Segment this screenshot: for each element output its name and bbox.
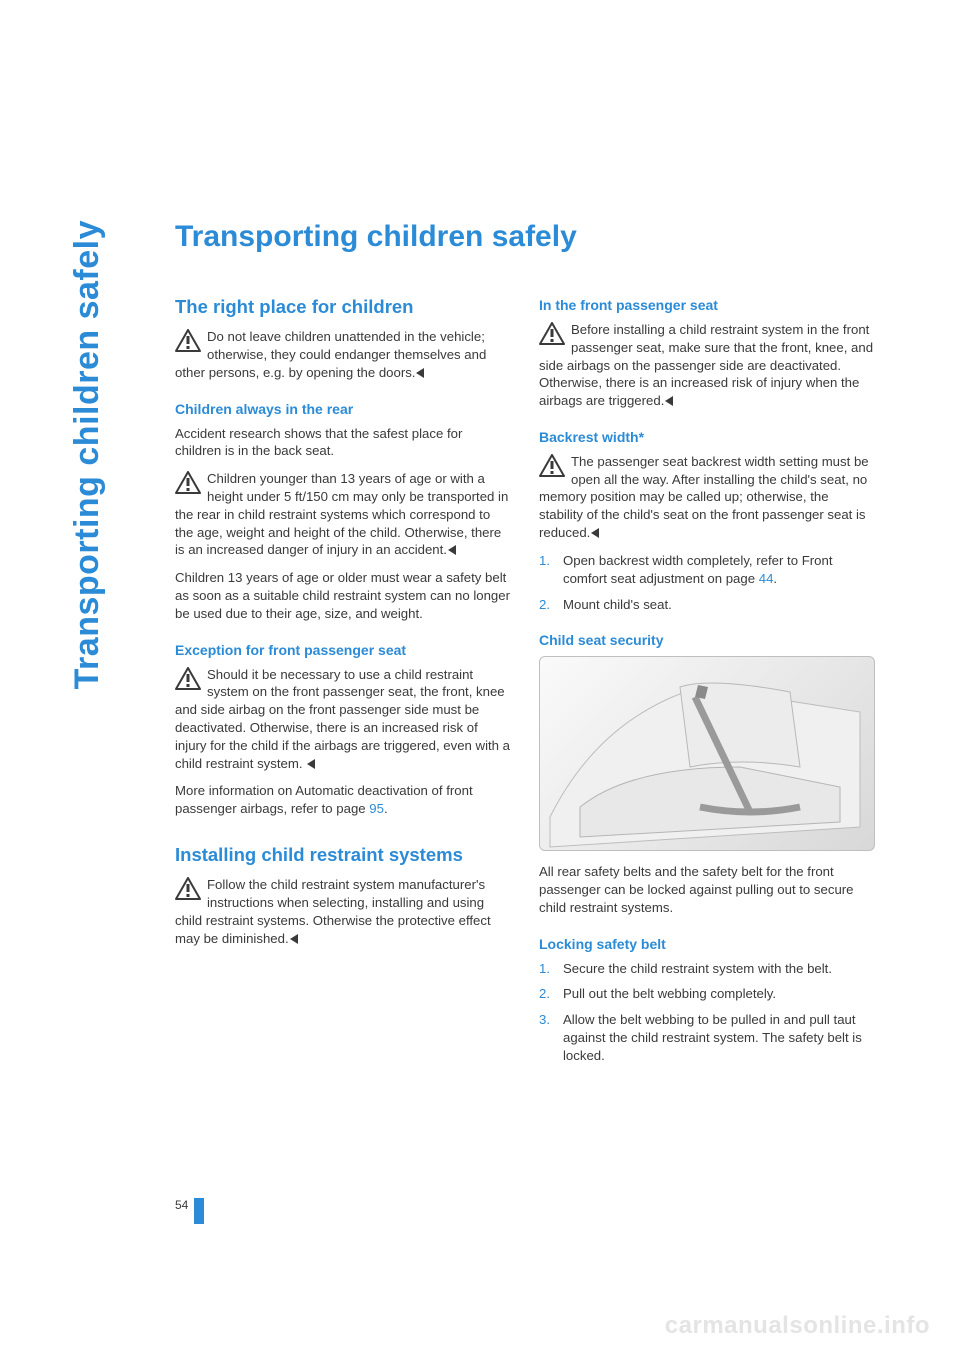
page-title: Transporting children safely xyxy=(175,220,875,254)
warning-under-13: Children younger than 13 years of age or… xyxy=(175,470,511,559)
paragraph-all-rear-belts: All rear safety belts and the safety bel… xyxy=(539,863,875,916)
warning-icon xyxy=(175,471,201,494)
warning-icon xyxy=(539,322,565,345)
paragraph-research: Accident research shows that the safest … xyxy=(175,425,511,461)
list-item: 1. Open backrest width completely, refer… xyxy=(539,552,875,588)
list-item: 3. Allow the belt webbing to be pulled i… xyxy=(539,1011,875,1064)
list-backrest-steps: 1. Open backrest width completely, refer… xyxy=(539,552,875,613)
heading-children-rear: Children always in the rear xyxy=(175,400,511,419)
page-number-block: 54 xyxy=(175,1198,204,1224)
right-column: In the front passenger seat Before insta… xyxy=(539,292,875,1075)
warning-text: Follow the child restraint system manufa… xyxy=(175,877,491,945)
list-text: Mount child's seat. xyxy=(563,596,875,614)
watermark: carmanualsonline.info xyxy=(665,1312,930,1340)
heading-locking-belt: Locking safety belt xyxy=(539,935,875,954)
warning-unattended: Do not leave children unattended in the … xyxy=(175,328,511,381)
warning-front-passenger: Before installing a child restraint syst… xyxy=(539,321,875,410)
warning-text: The passenger seat backrest width settin… xyxy=(539,454,869,540)
list-text: Pull out the belt webbing completely. xyxy=(563,985,875,1003)
two-column-layout: The right place for children Do not leav… xyxy=(175,292,875,1075)
list-locking-steps: 1. Secure the child restraint system wit… xyxy=(539,960,875,1065)
warning-text: Should it be necessary to use a child re… xyxy=(175,667,510,771)
warning-icon xyxy=(175,667,201,690)
end-mark-icon xyxy=(290,934,298,944)
list-item: 1. Secure the child restraint system wit… xyxy=(539,960,875,978)
text-fragment: More information on Automatic deactivati… xyxy=(175,783,473,816)
text-fragment: . xyxy=(384,801,388,816)
warning-text: Children younger than 13 years of age or… xyxy=(175,471,508,557)
end-mark-icon xyxy=(307,759,315,769)
figure-seat-belt xyxy=(539,656,875,851)
list-number: 2. xyxy=(539,985,563,1003)
warning-text: Before installing a child restraint syst… xyxy=(539,322,873,408)
warning-follow-instructions: Follow the child restraint system manufa… xyxy=(175,876,511,947)
left-column: The right place for children Do not leav… xyxy=(175,292,511,1075)
page-content: Transporting children safely The right p… xyxy=(175,220,875,1075)
end-mark-icon xyxy=(665,396,673,406)
list-text: Allow the belt webbing to be pulled in a… xyxy=(563,1011,875,1064)
warning-exception: Should it be necessary to use a child re… xyxy=(175,666,511,773)
list-text: Secure the child restraint system with t… xyxy=(563,960,875,978)
list-number: 1. xyxy=(539,552,563,588)
page-tab-marker xyxy=(194,1198,204,1224)
list-number: 3. xyxy=(539,1011,563,1064)
end-mark-icon xyxy=(416,368,424,378)
side-section-label: Transporting children safely xyxy=(68,220,107,689)
heading-backrest-width: Backrest width* xyxy=(539,428,875,447)
warning-text: Do not leave children unattended in the … xyxy=(175,329,486,380)
paragraph-children-13: Children 13 years of age or older must w… xyxy=(175,569,511,622)
text-fragment: . xyxy=(773,571,777,586)
warning-icon xyxy=(175,329,201,352)
page-ref-95[interactable]: 95 xyxy=(369,801,384,816)
heading-installing: Installing child restraint systems xyxy=(175,844,511,866)
page-number: 54 xyxy=(175,1198,188,1212)
list-number: 2. xyxy=(539,596,563,614)
heading-right-place: The right place for children xyxy=(175,296,511,318)
heading-exception: Exception for front passenger seat xyxy=(175,641,511,660)
warning-icon xyxy=(175,877,201,900)
list-text: Open backrest width completely, refer to… xyxy=(563,552,875,588)
heading-front-passenger: In the front passenger seat xyxy=(539,296,875,315)
heading-child-seat-security: Child seat security xyxy=(539,631,875,650)
end-mark-icon xyxy=(591,528,599,538)
warning-backrest: The passenger seat backrest width settin… xyxy=(539,453,875,542)
warning-icon xyxy=(539,454,565,477)
text-fragment: Open backrest width completely, refer to… xyxy=(563,553,832,586)
page-ref-44[interactable]: 44 xyxy=(759,571,774,586)
list-item: 2. Pull out the belt webbing completely. xyxy=(539,985,875,1003)
paragraph-more-info: More information on Automatic deactivati… xyxy=(175,782,511,818)
list-number: 1. xyxy=(539,960,563,978)
end-mark-icon xyxy=(448,545,456,555)
list-item: 2. Mount child's seat. xyxy=(539,596,875,614)
seat-illustration xyxy=(540,657,875,851)
